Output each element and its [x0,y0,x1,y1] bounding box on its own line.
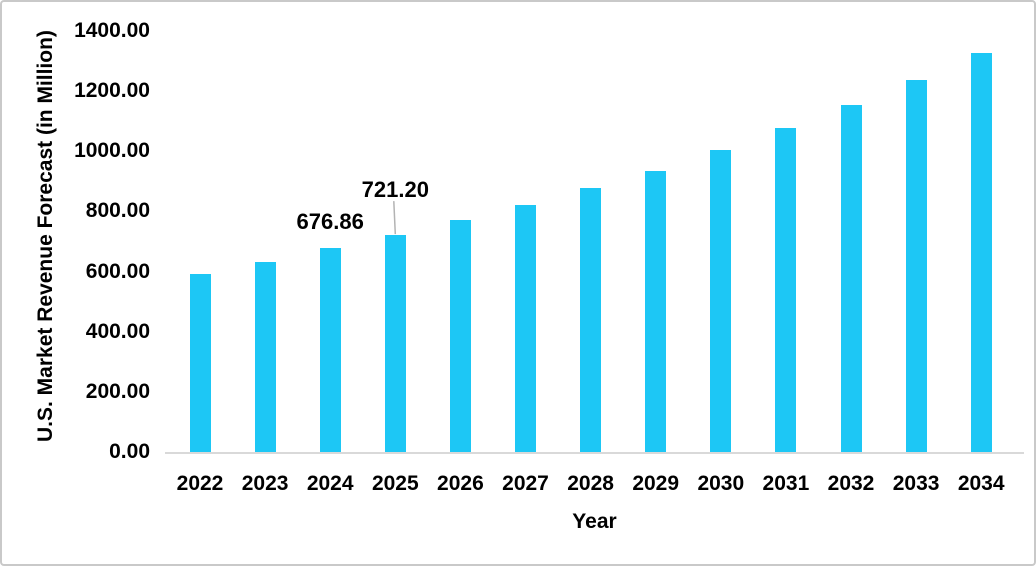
bar-2022 [189,273,211,452]
bar-2023 [254,261,276,452]
x-tick-label-2027: 2027 [502,472,549,495]
x-axis-line [165,451,1024,454]
y-tick-label-0.00: 0.00 [109,440,150,463]
x-tick-label-2031: 2031 [762,472,810,495]
x-tick-label-2032: 2032 [827,472,875,495]
bar-2024 [319,248,341,452]
bar-2027 [515,204,536,452]
y-tick-label-1400.00: 1400.00 [74,19,150,42]
x-tick-label-2023: 2023 [241,472,289,495]
bar-2033 [905,79,927,452]
data-label-2024: 676.86 [296,208,364,234]
x-tick-label-2030: 2030 [697,472,745,495]
y-tick-label-1000.00: 1000.00 [74,139,150,163]
bar-2026 [449,219,471,452]
y-tick-label-200.00: 200.00 [85,379,150,403]
x-tick-label-2025: 2025 [371,472,419,495]
x-tick-label-2029: 2029 [632,472,680,495]
bar-2034 [970,52,992,452]
y-tick-label-800.00: 800.00 [85,199,150,223]
x-axis-title: Year [572,510,617,533]
bar-2029 [645,170,667,452]
bar-2030 [710,150,732,452]
x-tick-label-2028: 2028 [567,472,614,495]
bar-2025 [384,235,406,452]
bar-2032 [840,104,862,452]
leader-line-2025 [393,201,397,235]
bar-2031 [775,127,797,452]
x-tick-label-2024: 2024 [306,472,354,495]
y-tick-label-400.00: 400.00 [85,319,150,343]
x-tick-label-2026: 2026 [437,472,484,495]
y-tick-label-1200.00: 1200.00 [74,79,150,103]
data-label-2025: 721.20 [361,177,429,203]
x-tick-label-2033: 2033 [892,472,940,495]
bar-2028 [580,187,602,452]
y-tick-label-600.00: 600.00 [85,259,150,283]
x-tick-label-2034: 2034 [957,472,1005,495]
x-tick-label-2022: 2022 [176,472,224,495]
